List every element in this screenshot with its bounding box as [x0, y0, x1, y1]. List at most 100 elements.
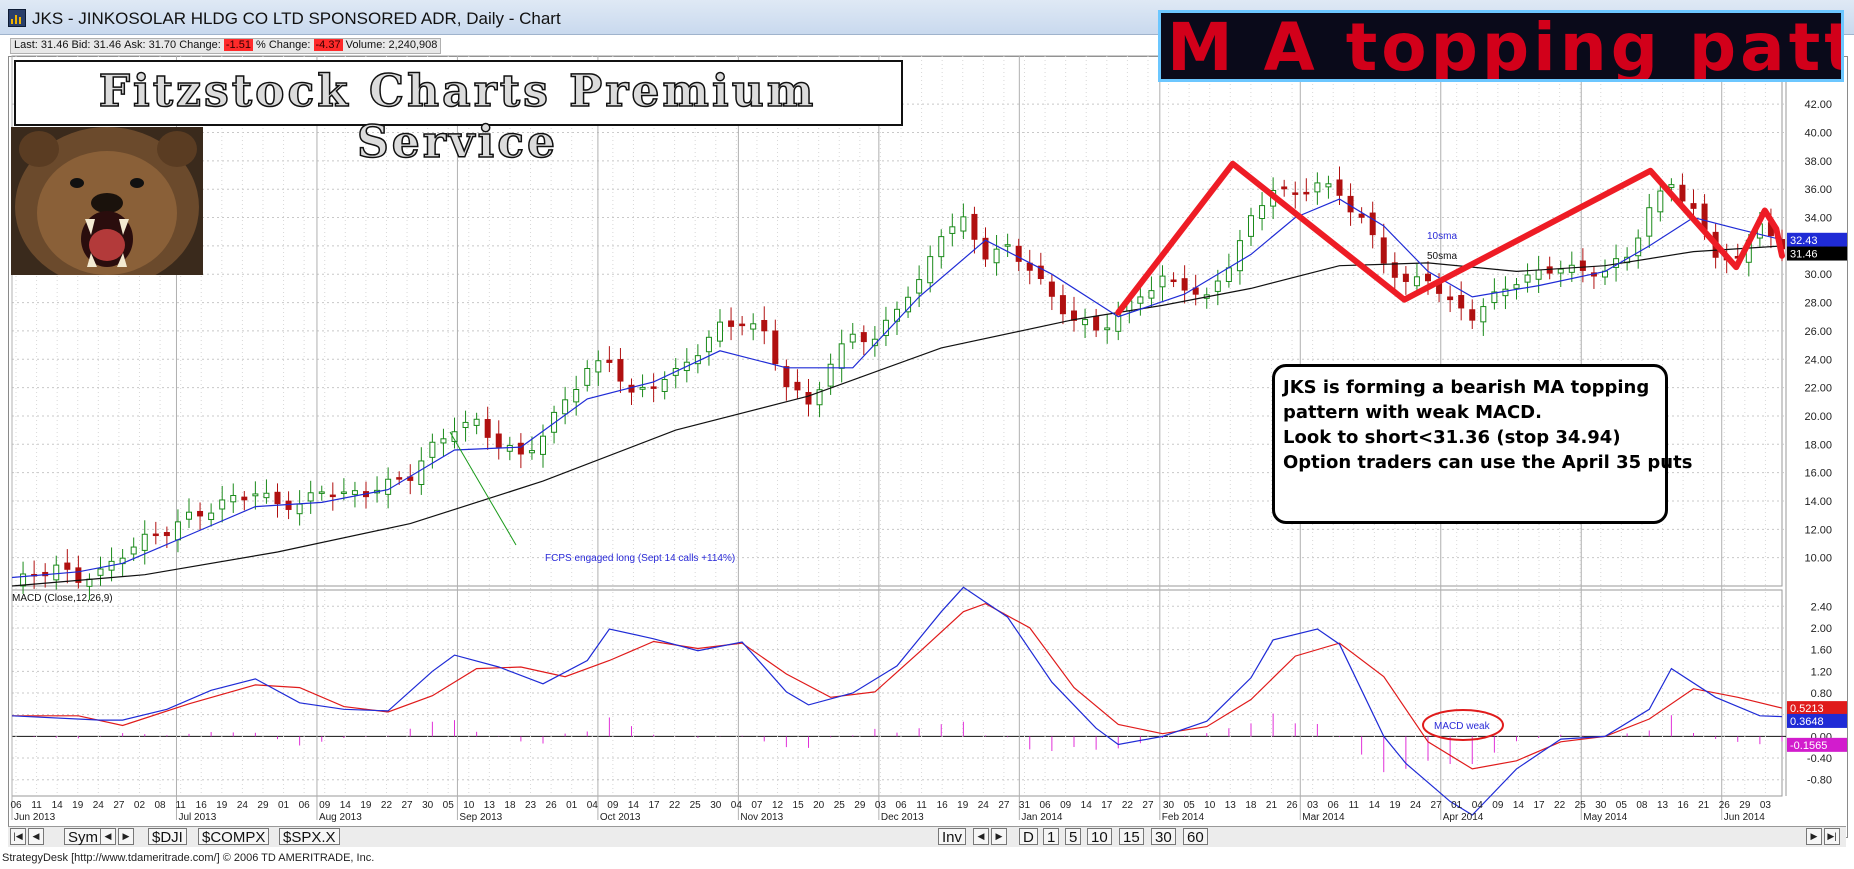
day-tick-label: 22	[381, 800, 393, 811]
candle-up	[1259, 205, 1266, 219]
candle-up	[263, 492, 270, 499]
day-tick-label: 25	[1575, 800, 1587, 811]
candle-up	[1115, 314, 1122, 332]
macd-tick-label: -0.80	[1807, 775, 1832, 787]
candle-down	[1336, 179, 1343, 196]
price-tick-label: 16.00	[1804, 468, 1832, 480]
candle-up	[584, 368, 591, 386]
day-tick-label: 17	[648, 800, 660, 811]
day-tick-label: 24	[978, 800, 990, 811]
day-tick-label: 08	[1636, 800, 1648, 811]
tab-period-1[interactable]: 1	[1043, 828, 1060, 846]
trade-note-line: Option traders can use the April 35 puts	[1283, 452, 1693, 473]
candle-up	[462, 421, 469, 428]
candle-up	[506, 445, 513, 452]
fcps-pointer-line	[449, 431, 517, 546]
candle-up	[1535, 269, 1542, 280]
candle-up	[86, 578, 93, 587]
candles	[20, 166, 1785, 601]
day-tick-label: 16	[937, 800, 949, 811]
day-tick-label: 25	[690, 800, 702, 811]
candle-down	[285, 500, 292, 510]
day-tick-label: 10	[463, 800, 475, 811]
price-tick-label: 34.00	[1804, 213, 1832, 225]
candle-up	[141, 533, 148, 551]
day-tick-label: 13	[1657, 800, 1669, 811]
candle-down	[75, 567, 82, 583]
macd-signal-tag-bg	[1787, 701, 1847, 716]
candle-down	[1170, 279, 1177, 283]
day-tick-label: 14	[1081, 800, 1093, 811]
quote-bar: Last: 31.46 Bid: 31.46 Ask: 31.70 Change…	[10, 38, 442, 54]
candle-up	[440, 438, 447, 444]
tab-period-10[interactable]: 10	[1087, 828, 1112, 846]
tab-period-5[interactable]: 5	[1065, 828, 1082, 846]
app-icon[interactable]	[8, 9, 26, 27]
prev-page-icon[interactable]: ◀	[28, 828, 44, 845]
month-tick-label: Jun 2013	[14, 812, 56, 823]
sma50-label: 50sma	[1427, 251, 1457, 262]
candle-up	[816, 389, 823, 406]
month-tick-label: Mar 2014	[1302, 812, 1345, 823]
last-label: Last:	[14, 39, 38, 51]
candle-down	[1391, 262, 1398, 278]
month-tick-label: Feb 2014	[1162, 812, 1205, 823]
price-tick-label: 20.00	[1804, 411, 1832, 423]
candle-up	[540, 435, 546, 455]
scroll-right-icon[interactable]: ▶	[118, 828, 134, 845]
day-tick-label: 19	[360, 800, 372, 811]
last-value: 31.46	[40, 39, 69, 51]
candle-down	[1358, 213, 1365, 218]
tab-sym[interactable]: Sym	[64, 828, 102, 846]
candle-down	[1303, 191, 1310, 195]
candle-down	[1447, 296, 1454, 301]
day-tick-label: 29	[257, 800, 269, 811]
candle-up	[1502, 288, 1509, 297]
brand-banner: Fitzstock Charts Premium Service	[14, 60, 903, 169]
scroll-left-icon[interactable]: ◀	[100, 828, 116, 845]
day-tick-label: 16	[196, 800, 208, 811]
candle-up	[1513, 284, 1520, 289]
candle-down	[628, 384, 635, 393]
tab-dji[interactable]: $DJI	[148, 828, 187, 846]
candle-up	[1557, 268, 1564, 274]
day-tick-label: 08	[155, 800, 167, 811]
candle-up	[340, 491, 347, 494]
bid-value: 31.46	[93, 39, 122, 51]
day-tick-label: 30	[710, 800, 722, 811]
tab-compx[interactable]: $COMPX	[198, 828, 270, 846]
candle-up	[993, 248, 1000, 264]
day-tick-label: 16	[1678, 800, 1690, 811]
candle-up	[1568, 264, 1575, 273]
candle-up	[318, 491, 325, 494]
candle-down	[241, 496, 248, 501]
tab-period-15[interactable]: 15	[1119, 828, 1144, 846]
candle-up	[1413, 276, 1420, 287]
scroll-right-end-icon[interactable]: ▶	[1806, 828, 1822, 845]
candle-down	[1071, 310, 1077, 321]
day-tick-label: 04	[587, 800, 599, 811]
candle-down	[1469, 309, 1476, 321]
day-tick-label: 03	[875, 800, 887, 811]
inv-prev-icon[interactable]: ◀	[973, 828, 989, 845]
candle-down	[982, 237, 989, 260]
tab-period-60[interactable]: 60	[1183, 828, 1208, 846]
candle-down	[1690, 203, 1697, 209]
tab-period-d[interactable]: D	[1019, 828, 1038, 846]
tab-inv[interactable]: Inv	[938, 828, 967, 846]
tab-spx[interactable]: $SPX.X	[279, 828, 340, 846]
first-page-icon[interactable]: |◀	[10, 828, 26, 845]
macd-tick-label: 0.80	[1811, 688, 1832, 700]
tab-period-30[interactable]: 30	[1151, 828, 1176, 846]
day-tick-label: 29	[854, 800, 866, 811]
macd-tick-label: 1.60	[1811, 645, 1832, 657]
pct-change-label: % Change:	[256, 39, 311, 51]
price-tick-label: 28.00	[1804, 298, 1832, 310]
inv-next-icon[interactable]: ▶	[991, 828, 1007, 845]
candle-up	[916, 279, 923, 294]
candle-up	[1214, 280, 1221, 292]
candle-up	[960, 216, 967, 232]
last-page-icon[interactable]: ▶|	[1824, 828, 1840, 845]
change-label: Change:	[179, 39, 221, 51]
